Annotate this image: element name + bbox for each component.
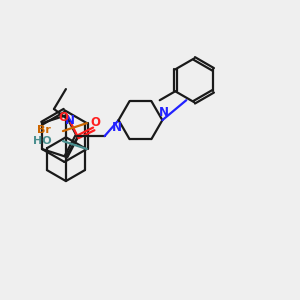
Text: O: O	[90, 116, 100, 129]
Text: N: N	[65, 114, 75, 127]
Text: O: O	[58, 111, 68, 124]
Text: N: N	[159, 106, 169, 119]
Text: N: N	[112, 121, 122, 134]
Text: Br: Br	[37, 124, 51, 135]
Text: HO: HO	[33, 136, 52, 146]
